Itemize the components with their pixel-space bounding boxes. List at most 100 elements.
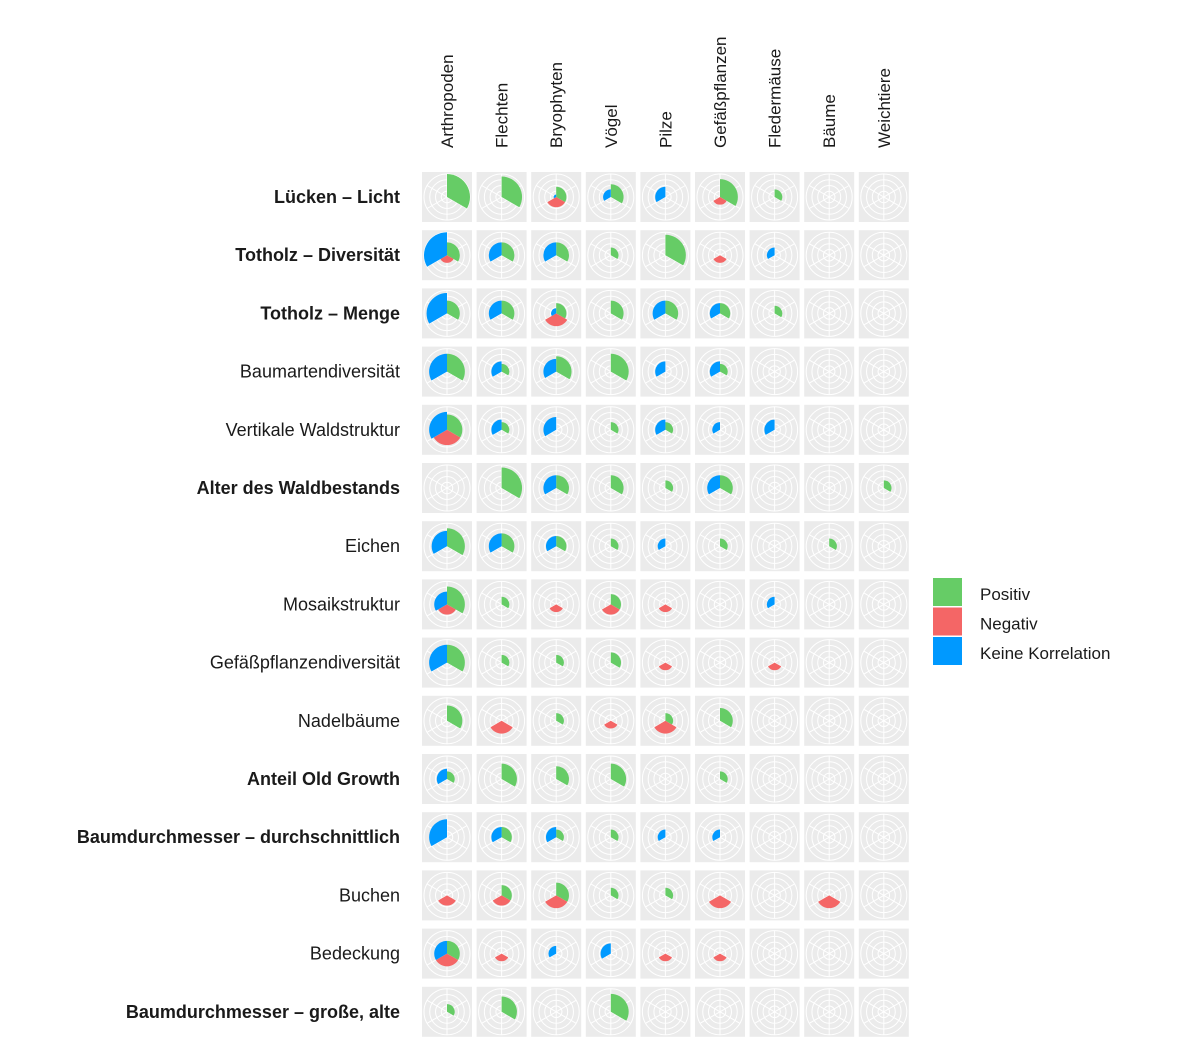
wedge-pos-alter-des-waldbestands-flechten	[501, 467, 523, 499]
wedge-neg-mosaikstruktur-voegel	[601, 604, 620, 615]
wedge-neg-vertikale-waldstruktur-arthropoden	[433, 429, 461, 446]
column-label-gefaesspflanzen: Gefäßpflanzen	[711, 36, 730, 148]
row-label-baumdurchmesser-grosse-alte: Baumdurchmesser – große, alte	[126, 1002, 400, 1022]
grid-spoke-3-nadelbaeume-fledermaeuse	[754, 708, 795, 733]
wedge-neu-vertikale-waldstruktur-gefaesspflanzen	[712, 422, 720, 434]
wedge-neg-gefaesspflanzendiversitaet-fledermaeuse	[767, 662, 782, 671]
legend-label-neu: Keine Korrelation	[980, 644, 1110, 663]
wedge-pos-alter-des-waldbestands-pilze	[665, 480, 674, 492]
grid-spoke-3-bedeckung-baeume	[809, 941, 850, 966]
wedge-neg-buchen-gefaesspflanzen	[708, 895, 732, 909]
wedge-neu-totholz-diversitaet-arthropoden	[423, 232, 447, 267]
wedge-neu-totholz-diversitaet-bryophyten	[543, 242, 557, 262]
wedge-pos-totholz-diversitaet-voegel	[610, 247, 619, 260]
wedge-neu-vertikale-waldstruktur-fledermaeuse	[764, 419, 775, 435]
wedge-neu-vertikale-waldstruktur-bryophyten	[543, 417, 557, 437]
row-label-anteil-old-growth: Anteil Old Growth	[247, 769, 400, 789]
grid-spoke-3-gefaesspflanzendiversitaet-gefaesspflanzen	[699, 650, 741, 675]
grid-spoke-3-baumdurchmesser-grosse-alte-fledermaeuse	[754, 999, 795, 1024]
row-label-vertikale-waldstruktur: Vertikale Waldstruktur	[226, 420, 400, 440]
grid-spoke-3-baumdurchmesser-durchschnittlich-fledermaeuse	[754, 825, 795, 850]
row-label-eichen: Eichen	[345, 536, 400, 556]
wedge-neg-buchen-arthropoden	[438, 895, 456, 906]
wedge-pos-vertikale-waldstruktur-pilze	[665, 422, 674, 434]
grid-spoke-3-bedeckung-fledermaeuse	[754, 941, 795, 966]
wedge-pos-alter-des-waldbestands-voegel	[610, 475, 624, 495]
column-label-bryophyten: Bryophyten	[547, 62, 566, 148]
grid-spoke-3-eichen-fledermaeuse	[754, 534, 795, 559]
grid-spoke-3-eichen-weichtiere	[863, 534, 904, 559]
wedge-neg-bedeckung-pilze	[658, 953, 673, 962]
wedge-neu-alter-des-waldbestands-gefaesspflanzen	[707, 475, 720, 495]
wedge-neg-bedeckung-gefaesspflanzen	[713, 953, 727, 962]
wedge-pos-luecken-licht-gefaesspflanzen	[720, 179, 738, 206]
wedge-neg-mosaikstruktur-pilze	[658, 604, 673, 613]
wedge-neu-totholz-menge-flechten	[488, 300, 502, 320]
wedge-neg-buchen-flechten	[492, 895, 511, 906]
wedge-pos-gefaesspflanzendiversitaet-flechten	[501, 654, 510, 667]
wedge-neu-totholz-menge-pilze	[652, 300, 666, 320]
wedge-neg-totholz-diversitaet-gefaesspflanzen	[713, 255, 727, 263]
wedge-pos-gefaesspflanzendiversitaet-bryophyten	[556, 654, 564, 667]
wedge-pos-eichen-bryophyten	[556, 535, 567, 552]
wedge-pos-mosaikstruktur-arthropoden	[447, 586, 465, 614]
wedge-pos-nadelbaeume-gefaesspflanzen	[720, 708, 733, 728]
wedge-neg-mosaikstruktur-bryophyten	[549, 604, 563, 613]
wedge-neu-eichen-flechten	[488, 533, 502, 553]
wedge-neg-mosaikstruktur-arthropoden	[438, 604, 456, 615]
row-label-mosaikstruktur: Mosaikstruktur	[283, 594, 400, 614]
grid-spoke-3-baumdurchmesser-grosse-alte-baeume	[809, 999, 850, 1024]
wedge-neu-baumartendiversitaet-arthropoden	[429, 353, 447, 381]
grid-spoke-3-alter-des-waldbestands-baeume	[809, 476, 850, 500]
wedge-neu-baumdurchmesser-durchschnittlich-arthropoden	[429, 819, 447, 847]
wedge-neu-totholz-diversitaet-flechten	[488, 242, 502, 262]
wedge-neu-bedeckung-bryophyten	[548, 945, 557, 958]
wedge-pos-totholz-diversitaet-flechten	[501, 242, 515, 262]
grid-spoke-3-vertikale-waldstruktur-weichtiere	[863, 417, 904, 442]
wedge-neu-vertikale-waldstruktur-flechten	[491, 419, 502, 435]
grid-spoke-3-totholz-menge-weichtiere	[863, 301, 904, 326]
grid-spoke-3-baumdurchmesser-grosse-alte-bryophyten	[536, 999, 577, 1024]
grid-spoke-3-baumartendiversitaet-fledermaeuse	[754, 359, 795, 384]
grid-spoke-3-baumartendiversitaet-weichtiere	[863, 359, 904, 384]
wedge-neu-baumdurchmesser-durchschnittlich-pilze	[657, 829, 666, 842]
wedge-pos-baumdurchmesser-durchschnittlich-voegel	[610, 829, 619, 842]
wedge-pos-baumdurchmesser-grosse-alte-flechten	[501, 996, 517, 1020]
wedge-pos-alter-des-waldbestands-gefaesspflanzen	[720, 475, 733, 495]
column-label-fledermaeuse: Fledermäuse	[766, 49, 785, 148]
grid-spoke-3-baumdurchmesser-grosse-alte-weichtiere	[863, 999, 904, 1024]
grid-spoke-3-mosaikstruktur-weichtiere	[863, 592, 904, 617]
wedge-pos-totholz-menge-flechten	[501, 300, 515, 320]
wedge-neu-vertikale-waldstruktur-arthropoden	[429, 411, 447, 439]
wedge-neu-totholz-diversitaet-fledermaeuse	[766, 247, 775, 260]
wedge-neu-baumartendiversitaet-gefaesspflanzen	[709, 361, 720, 377]
wedge-pos-eichen-voegel	[610, 538, 619, 551]
grid-spoke-3-mosaikstruktur-baeume	[809, 592, 850, 617]
wedge-neu-mosaikstruktur-fledermaeuse	[766, 596, 775, 609]
wedge-pos-luecken-licht-arthropoden	[447, 174, 471, 209]
wedge-pos-buchen-bryophyten	[556, 882, 569, 902]
grid-spoke-3-baumdurchmesser-grosse-alte-pilze	[645, 999, 686, 1024]
wedge-pos-bedeckung-arthropoden	[447, 940, 460, 960]
grid-spoke-3-baumdurchmesser-durchschnittlich-baeume	[809, 825, 850, 850]
wedge-pos-nadelbaeume-arthropoden	[447, 705, 463, 729]
wedge-pos-anteil-old-growth-flechten	[501, 763, 517, 787]
wedge-pos-alter-des-waldbestands-bryophyten	[556, 475, 569, 495]
grid-spoke-3-totholz-diversitaet-pilze	[645, 243, 686, 268]
grid-spoke-3-baumdurchmesser-grosse-alte-gefaesspflanzen	[699, 999, 741, 1024]
grid-spoke-3-baumdurchmesser-durchschnittlich-weichtiere	[863, 825, 904, 850]
grid-spoke-3-gefaesspflanzendiversitaet-weichtiere	[863, 650, 904, 675]
grid-spoke-3-bedeckung-weichtiere	[863, 941, 904, 966]
wedge-pos-luecken-licht-fledermaeuse	[774, 189, 783, 201]
wedge-neu-gefaesspflanzendiversitaet-arthropoden	[429, 644, 447, 672]
grid-spoke-3-gefaesspflanzendiversitaet-baeume	[809, 650, 850, 675]
grid-spoke-3-alter-des-waldbestands-arthropoden	[426, 476, 468, 500]
row-label-totholz-menge: Totholz – Menge	[260, 303, 400, 323]
grid-spoke-3-anteil-old-growth-pilze	[645, 767, 686, 791]
wedge-neg-nadelbaeume-flechten	[490, 720, 513, 734]
wedge-pos-totholz-menge-pilze	[665, 300, 679, 320]
wedge-pos-buchen-voegel	[610, 887, 619, 900]
wedge-pos-buchen-pilze	[665, 887, 674, 900]
column-label-pilze: Pilze	[656, 111, 675, 148]
wedge-neu-bedeckung-arthropoden	[434, 940, 447, 960]
